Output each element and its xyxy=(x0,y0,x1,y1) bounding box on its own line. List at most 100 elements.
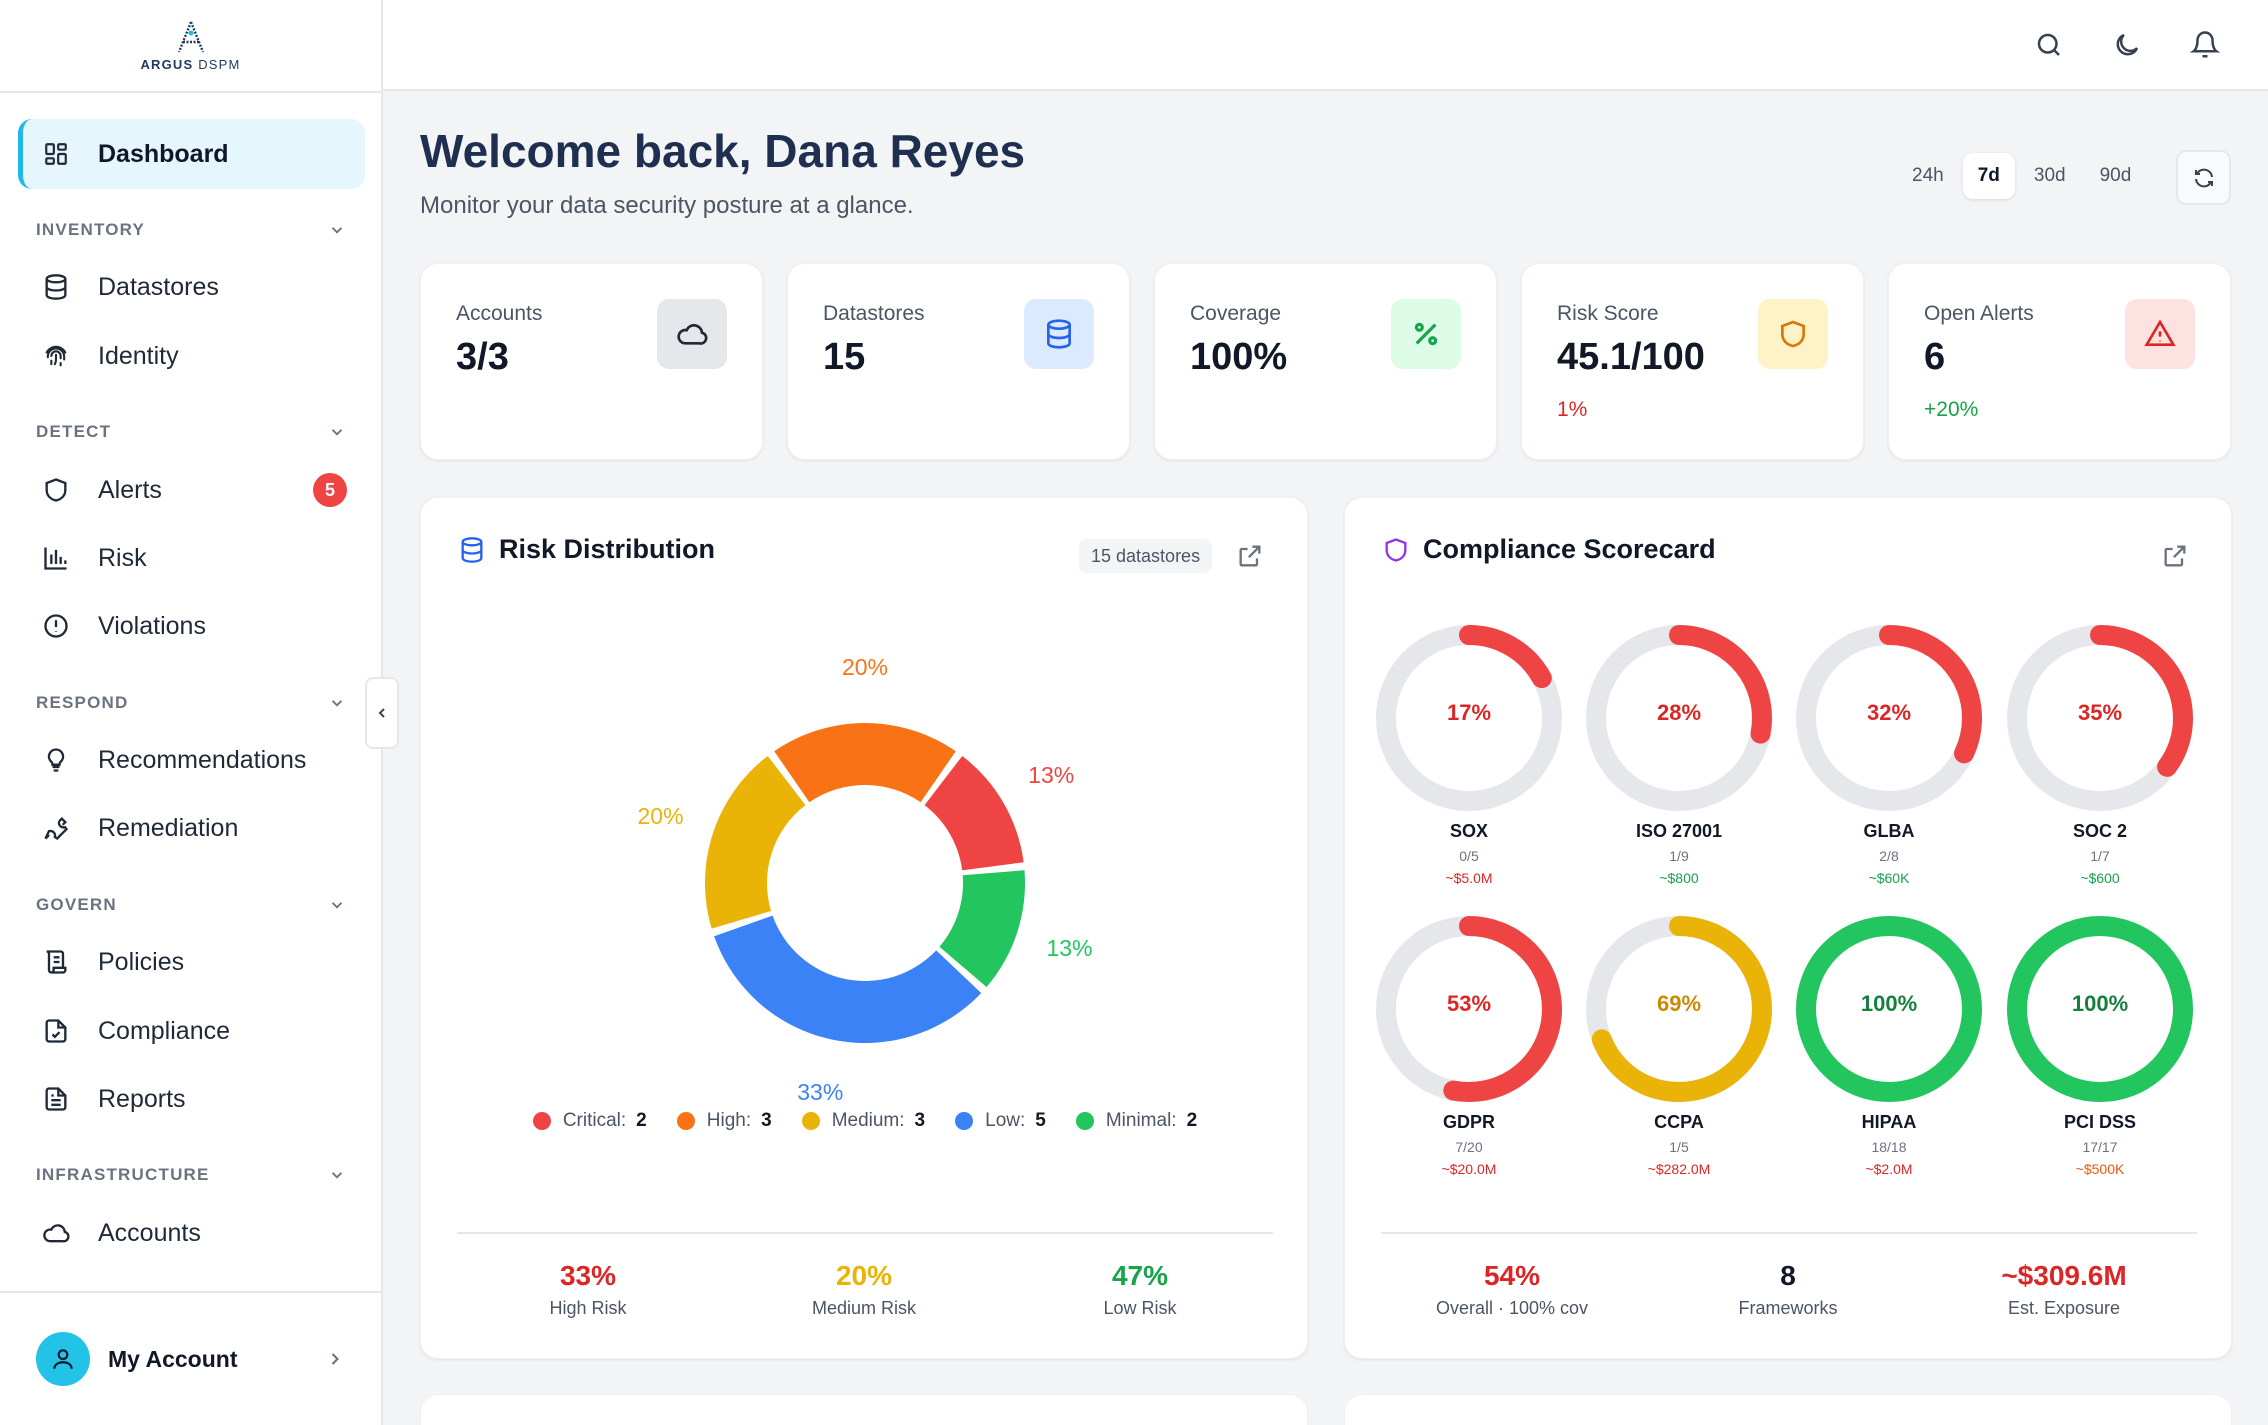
chevron-down-icon xyxy=(331,700,343,707)
framework-ccpa[interactable]: 69% CCPA 1/5 ~$282.0M xyxy=(1574,914,1784,1177)
warning-icon xyxy=(2125,299,2195,369)
framework-exposure: ~$600 xyxy=(2080,870,2120,886)
legend-count: 5 xyxy=(1035,1110,1046,1131)
sidebar-item-dashboard[interactable]: Dashboard xyxy=(18,119,365,189)
sidebar-item-recommendations[interactable]: Recommendations xyxy=(18,725,365,795)
framework-controls: 0/5 xyxy=(1459,848,1479,864)
stat-card-datastores[interactable]: Datastores 15 xyxy=(787,263,1130,460)
divider xyxy=(1381,1232,2197,1234)
framework-glba[interactable]: 32% GLBA 2/8 ~$60K xyxy=(1784,623,1994,886)
cloud-icon xyxy=(40,1217,72,1249)
sidebar-item-risk[interactable]: Risk xyxy=(18,523,365,593)
sidebar-item-datastores[interactable]: Datastores xyxy=(18,252,365,322)
range-90d-button[interactable]: 90d xyxy=(2099,165,2132,186)
percent-icon xyxy=(1391,299,1461,369)
framework-name: SOC 2 xyxy=(2072,821,2128,841)
shield-icon xyxy=(1381,535,1411,565)
refresh-button[interactable] xyxy=(2176,150,2231,205)
my-account-button[interactable]: My Account xyxy=(0,1291,381,1425)
stat-card-open-alerts[interactable]: Open Alerts 6 +20% xyxy=(1888,263,2231,460)
legend-count: 3 xyxy=(914,1110,926,1131)
stat-delta: +20% xyxy=(1924,398,1979,421)
sidebar-item-reports[interactable]: Reports xyxy=(18,1064,365,1134)
sidebar-item-remediation[interactable]: Remediation xyxy=(18,793,365,863)
ring-percent: 17% xyxy=(1446,700,1492,725)
search-button[interactable] xyxy=(2031,27,2067,63)
ring-percent: 69% xyxy=(1656,991,1702,1016)
framework-exposure: ~$282.0M xyxy=(1647,1161,1711,1177)
risk-distribution-panel: Risk Distribution 15 datastores 20% 13% 13… xyxy=(420,497,1308,1359)
framework-exposure: ~$20.0M xyxy=(1441,1161,1497,1177)
sidebar-item-identity[interactable]: Identity xyxy=(18,321,365,391)
framework-sox[interactable]: 17% SOX 0/5 ~$5.0M xyxy=(1364,623,1574,886)
framework-name: CCPA xyxy=(1654,1112,1704,1132)
legend-item-minimal[interactable]: Minimal: 2 xyxy=(1075,1110,1197,1132)
legend-dot xyxy=(801,1112,820,1130)
framework-pci-dss[interactable]: 100% PCI DSS 17/17 ~$500K xyxy=(1995,914,2205,1177)
donut-slice-medium[interactable] xyxy=(705,755,806,929)
nav-group-inventory[interactable]: INVENTORY xyxy=(36,220,346,240)
external-link-icon[interactable] xyxy=(2161,542,2189,570)
nav-group-respond[interactable]: RESPOND xyxy=(36,693,346,713)
range-24h-button[interactable]: 24h xyxy=(1912,165,1944,186)
framework-iso-27001[interactable]: 28% ISO 27001 1/9 ~$800 xyxy=(1574,623,1784,886)
database-icon xyxy=(1024,299,1094,369)
progress-ring xyxy=(1586,916,1772,1102)
sidebar-item-compliance[interactable]: Compliance xyxy=(18,996,365,1066)
progress-ring xyxy=(1376,916,1562,1102)
donut-label-high: 20% xyxy=(841,654,889,680)
donut-slice-minimal[interactable] xyxy=(939,870,1025,988)
legend-item-medium[interactable]: Medium: 3 xyxy=(801,1110,926,1132)
shield-icon xyxy=(40,474,72,506)
stat-card-coverage[interactable]: Coverage 100% xyxy=(1154,263,1497,460)
notifications-button[interactable] xyxy=(2187,27,2223,63)
stat-value: 15 xyxy=(823,336,866,378)
donut-label-medium: 20% xyxy=(637,802,684,829)
framework-soc-2[interactable]: 35% SOC 2 1/7 ~$600 xyxy=(1995,623,2205,886)
sidebar-item-violations[interactable]: Violations xyxy=(18,591,365,661)
sidebar-item-label: Recommendations xyxy=(98,745,307,774)
nav-group-infrastructure[interactable]: INFRASTRUCTURE xyxy=(36,1165,346,1185)
panel-title: Compliance Scorecard xyxy=(1381,534,1716,565)
sidebar-item-accounts[interactable]: Accounts xyxy=(18,1198,365,1268)
brand-logo[interactable]: ARGUS DSPM xyxy=(0,0,381,93)
external-link-icon[interactable] xyxy=(1236,542,1264,570)
sidebar-item-label: Remediation xyxy=(98,813,239,842)
summary-medium-risk: 20% Medium Risk xyxy=(739,1260,989,1319)
framework-gdpr[interactable]: 53% GDPR 7/20 ~$20.0M xyxy=(1364,914,1574,1177)
ring-percent: 35% xyxy=(2077,700,2123,725)
wrench-icon xyxy=(40,812,72,844)
sidebar-item-policies[interactable]: Policies xyxy=(18,927,365,997)
donut-slice-critical[interactable] xyxy=(924,755,1024,871)
nav-group-govern[interactable]: GOVERN xyxy=(36,895,346,915)
donut-slice-high[interactable] xyxy=(774,723,956,803)
donut-label-critical: 13% xyxy=(1028,761,1075,788)
progress-ring xyxy=(2007,625,2193,811)
legend-count: 3 xyxy=(761,1110,772,1131)
summary-label: Est. Exposure xyxy=(2007,1298,2121,1318)
legend-dot xyxy=(532,1112,551,1130)
datastore-count-chip: 15 datastores xyxy=(1079,539,1213,573)
legend-label: Minimal: xyxy=(1105,1110,1177,1131)
brand-name: ARGUS DSPM xyxy=(140,57,241,72)
progress-ring xyxy=(1796,625,1982,811)
legend-item-low[interactable]: Low: 5 xyxy=(955,1110,1046,1132)
range-7d-button[interactable]: 7d xyxy=(1962,153,2015,199)
nav-group-detect[interactable]: DETECT xyxy=(36,422,346,442)
stat-value: 3/3 xyxy=(456,336,509,378)
stat-card-risk-score[interactable]: Risk Score 45.1/100 1% xyxy=(1521,263,1864,460)
range-30d-button[interactable]: 30d xyxy=(2033,165,2066,186)
sidebar-item-alerts[interactable]: Alerts 5 xyxy=(18,455,365,525)
theme-toggle-button[interactable] xyxy=(2109,27,2145,63)
legend-item-high[interactable]: High: 3 xyxy=(676,1110,772,1132)
chevron-down-icon xyxy=(331,429,343,436)
legend-item-critical[interactable]: Critical: 2 xyxy=(532,1110,647,1132)
moon-icon xyxy=(2116,33,2139,56)
stat-card-accounts[interactable]: Accounts 3/3 xyxy=(420,263,763,460)
cloud-icon xyxy=(657,299,727,369)
donut-slice-low[interactable] xyxy=(714,915,982,1043)
collapse-sidebar-button[interactable] xyxy=(365,677,399,749)
framework-hipaa[interactable]: 100% HIPAA 18/18 ~$2.0M xyxy=(1784,914,1994,1177)
refresh-icon xyxy=(2194,168,2213,187)
stat-value: 6 xyxy=(1924,336,1946,378)
